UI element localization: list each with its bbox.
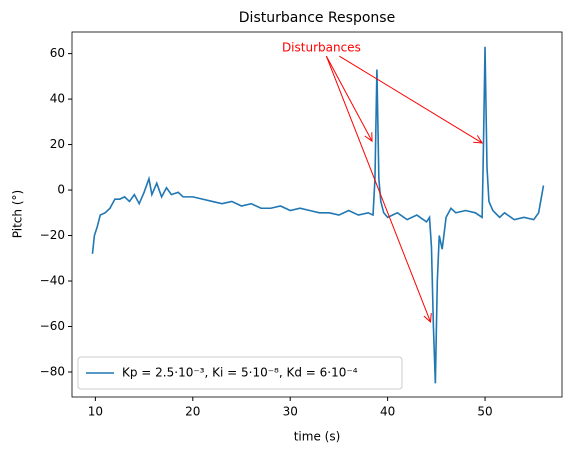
- annotation-arrow: [325, 55, 372, 141]
- y-tick-label: 20: [50, 137, 65, 151]
- x-tick-label: 20: [185, 405, 200, 419]
- chart-title: Disturbance Response: [239, 10, 395, 26]
- y-tick-label: 60: [50, 46, 65, 60]
- y-tick-label: −80: [40, 364, 65, 378]
- y-tick-label: −20: [40, 228, 65, 242]
- y-tick-label: −40: [40, 274, 65, 288]
- legend-box: [77, 356, 403, 390]
- axes-frame: [71, 31, 563, 398]
- x-tick-label: 10: [88, 405, 103, 419]
- annotation-text: Disturbances: [282, 41, 361, 55]
- y-axis-label: Pitch (°): [11, 190, 25, 238]
- legend-label: Kp = 2.5·10⁻³, Ki = 5·10⁻⁸, Kd = 6·10⁻⁴: [122, 366, 358, 380]
- x-tick-label: 50: [477, 405, 492, 419]
- y-tick-label: 40: [50, 92, 65, 106]
- data-line: [91, 46, 545, 384]
- annotation-arrow: [325, 55, 430, 322]
- y-tick-label: 0: [57, 183, 65, 197]
- x-axis-label: time (s): [294, 430, 341, 444]
- x-tick-label: 30: [283, 405, 298, 419]
- y-tick-label: −60: [40, 319, 65, 333]
- annotation-arrow: [339, 55, 482, 143]
- x-tick-label: 40: [380, 405, 395, 419]
